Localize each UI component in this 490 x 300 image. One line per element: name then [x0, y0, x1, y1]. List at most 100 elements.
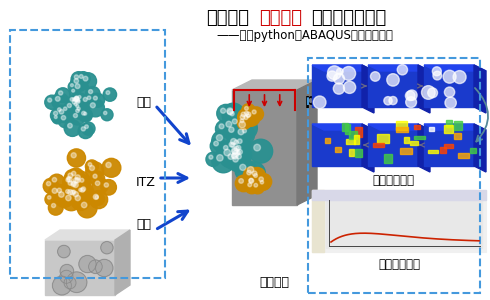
Circle shape [79, 109, 92, 122]
Bar [312, 124, 362, 166]
Circle shape [85, 160, 98, 173]
Circle shape [85, 86, 100, 101]
Bar [445, 120, 452, 127]
Text: 力一位移曲线: 力一位移曲线 [378, 257, 420, 271]
Circle shape [75, 84, 80, 88]
Circle shape [235, 160, 257, 182]
Bar [368, 65, 418, 107]
Circle shape [68, 95, 80, 108]
Circle shape [220, 108, 225, 113]
Circle shape [81, 187, 86, 191]
Circle shape [239, 178, 244, 183]
Polygon shape [115, 230, 130, 295]
Circle shape [96, 259, 113, 277]
Circle shape [337, 68, 343, 75]
Circle shape [103, 111, 107, 115]
Bar [414, 125, 420, 129]
Circle shape [224, 149, 230, 156]
Circle shape [96, 181, 100, 185]
Circle shape [74, 192, 78, 197]
Circle shape [238, 129, 244, 135]
Circle shape [217, 154, 223, 161]
Circle shape [45, 95, 59, 109]
Bar [385, 154, 392, 163]
Circle shape [74, 113, 77, 118]
Circle shape [76, 104, 79, 107]
Circle shape [228, 145, 251, 168]
Circle shape [102, 158, 121, 177]
Circle shape [249, 178, 253, 182]
Circle shape [246, 112, 251, 117]
Circle shape [238, 109, 254, 125]
Circle shape [74, 97, 78, 101]
Circle shape [72, 190, 76, 194]
Circle shape [66, 272, 87, 292]
Circle shape [71, 174, 89, 192]
Circle shape [444, 87, 455, 97]
Circle shape [246, 175, 261, 190]
Circle shape [74, 75, 78, 79]
Circle shape [73, 100, 76, 104]
Circle shape [68, 181, 73, 185]
Circle shape [68, 173, 73, 178]
Circle shape [72, 171, 90, 189]
Circle shape [92, 193, 104, 205]
Circle shape [241, 112, 245, 117]
Circle shape [234, 135, 250, 152]
Polygon shape [45, 230, 130, 240]
Circle shape [71, 93, 87, 110]
Circle shape [52, 276, 72, 295]
Text: p: p [305, 92, 316, 107]
Bar [428, 150, 438, 153]
Circle shape [71, 95, 84, 108]
Circle shape [77, 99, 80, 102]
Circle shape [48, 184, 67, 203]
Circle shape [212, 150, 235, 173]
Circle shape [68, 81, 79, 92]
Circle shape [74, 98, 77, 102]
Circle shape [206, 152, 220, 166]
Bar [454, 121, 462, 130]
Circle shape [232, 153, 237, 158]
Circle shape [70, 179, 87, 196]
Circle shape [64, 120, 81, 136]
Circle shape [72, 171, 76, 176]
Bar [308, 58, 480, 293]
Circle shape [70, 174, 88, 192]
Circle shape [52, 178, 57, 182]
Circle shape [103, 88, 117, 101]
Circle shape [226, 121, 232, 127]
Circle shape [72, 100, 82, 111]
Circle shape [245, 106, 248, 110]
Polygon shape [474, 124, 486, 172]
Circle shape [407, 90, 417, 101]
Circle shape [389, 97, 397, 105]
Circle shape [445, 97, 456, 109]
Circle shape [106, 91, 110, 94]
Polygon shape [368, 65, 430, 71]
Circle shape [93, 194, 98, 200]
Bar [343, 123, 348, 131]
Circle shape [245, 180, 259, 194]
Bar [10, 30, 165, 278]
Circle shape [244, 167, 260, 183]
Circle shape [67, 103, 72, 108]
Bar [396, 121, 407, 130]
Bar [368, 124, 418, 166]
Circle shape [234, 116, 257, 140]
Circle shape [59, 110, 64, 114]
Circle shape [313, 96, 326, 109]
Circle shape [81, 127, 85, 131]
Circle shape [53, 111, 58, 116]
Circle shape [231, 137, 246, 152]
Circle shape [232, 119, 237, 124]
Circle shape [246, 114, 250, 118]
Circle shape [247, 167, 254, 173]
Text: 损伤演变过程: 损伤演变过程 [372, 173, 414, 187]
Bar [348, 149, 354, 155]
Circle shape [76, 93, 86, 104]
Circle shape [64, 169, 82, 187]
Bar [312, 190, 486, 252]
Circle shape [87, 96, 91, 100]
Circle shape [234, 124, 254, 146]
